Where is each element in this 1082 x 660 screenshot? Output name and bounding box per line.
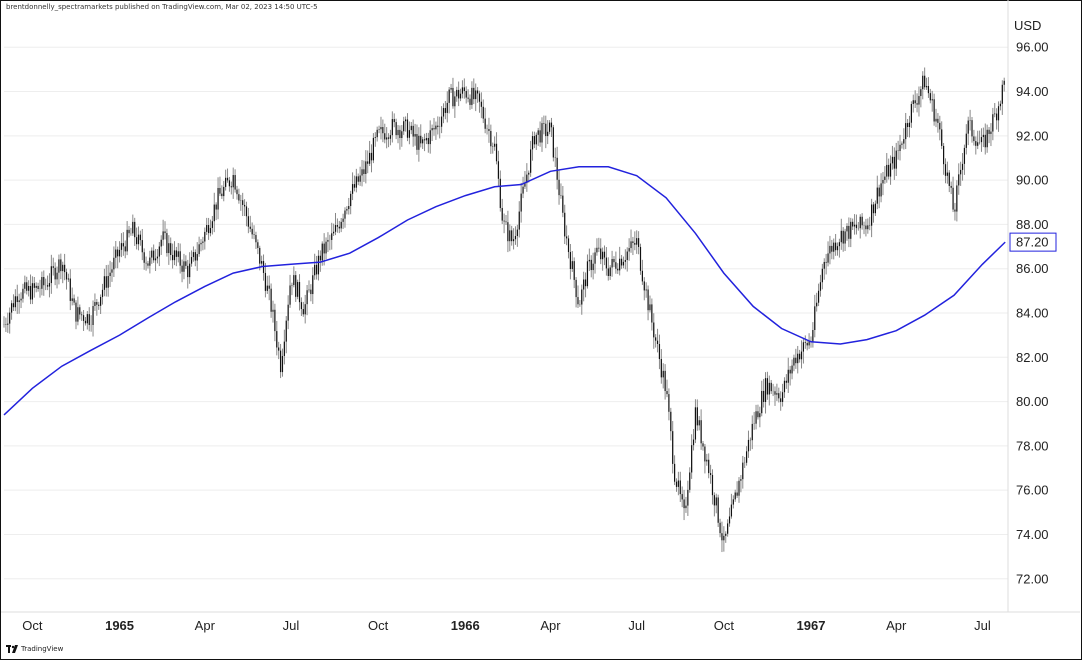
y-tick-label: 84.00 xyxy=(1016,306,1049,321)
y-tick-label: 74.00 xyxy=(1016,527,1049,542)
tradingview-brand: TradingView xyxy=(6,645,63,653)
x-tick-label: Jul xyxy=(974,618,991,633)
y-tick-label: 94.00 xyxy=(1016,84,1049,99)
last-value-box xyxy=(1009,232,1057,252)
tradingview-logo-icon xyxy=(6,645,18,653)
y-tick-label: 96.00 xyxy=(1016,40,1049,55)
tradingview-brand-name: TradingView xyxy=(21,645,64,653)
y-tick-label: 86.00 xyxy=(1016,261,1049,276)
y-tick-label: 78.00 xyxy=(1016,438,1049,453)
x-tick-label: 1965 xyxy=(105,618,134,633)
y-tick-label: 92.00 xyxy=(1016,128,1049,143)
x-tick-label: Apr xyxy=(886,618,907,633)
y-tick-label: 88.00 xyxy=(1016,217,1049,232)
x-tick-label: Apr xyxy=(540,618,561,633)
x-axis[interactable]: Oct 1965 Apr Jul Oct 1966 Apr Jul Oct 1967 Apr Jul xyxy=(22,618,991,633)
x-tick-label: Apr xyxy=(195,618,216,633)
x-tick-label: Jul xyxy=(283,618,300,633)
x-tick-label: Jul xyxy=(628,618,645,633)
x-tick-label: Oct xyxy=(368,618,389,633)
y-tick-label: 72.00 xyxy=(1016,571,1049,586)
y-axis[interactable]: 72.00 74.00 76.00 78.00 80.00 82.00 84.00 86.00… xyxy=(1016,40,1049,587)
ma-line xyxy=(3,166,1006,416)
y-tick-label: 80.00 xyxy=(1016,394,1049,409)
last-value-label: 87.20 xyxy=(1016,235,1049,250)
x-tick-label: 1966 xyxy=(451,618,480,633)
y-tick-label: 82.00 xyxy=(1016,350,1049,365)
y-axis-unit: USD xyxy=(1014,18,1041,33)
y-tick-label: 76.00 xyxy=(1016,483,1049,498)
x-tick-label: Oct xyxy=(22,618,43,633)
x-tick-label: 1967 xyxy=(797,618,826,633)
y-tick-label: 90.00 xyxy=(1016,173,1049,188)
x-tick-label: Oct xyxy=(714,618,735,633)
grid xyxy=(4,46,1008,580)
price-bars xyxy=(3,67,1005,553)
moving-average xyxy=(3,166,1006,416)
publisher-credit: brentdonnelly_spectramarkets published o… xyxy=(6,3,318,11)
last-value-badge: 87.20 xyxy=(1009,232,1057,252)
